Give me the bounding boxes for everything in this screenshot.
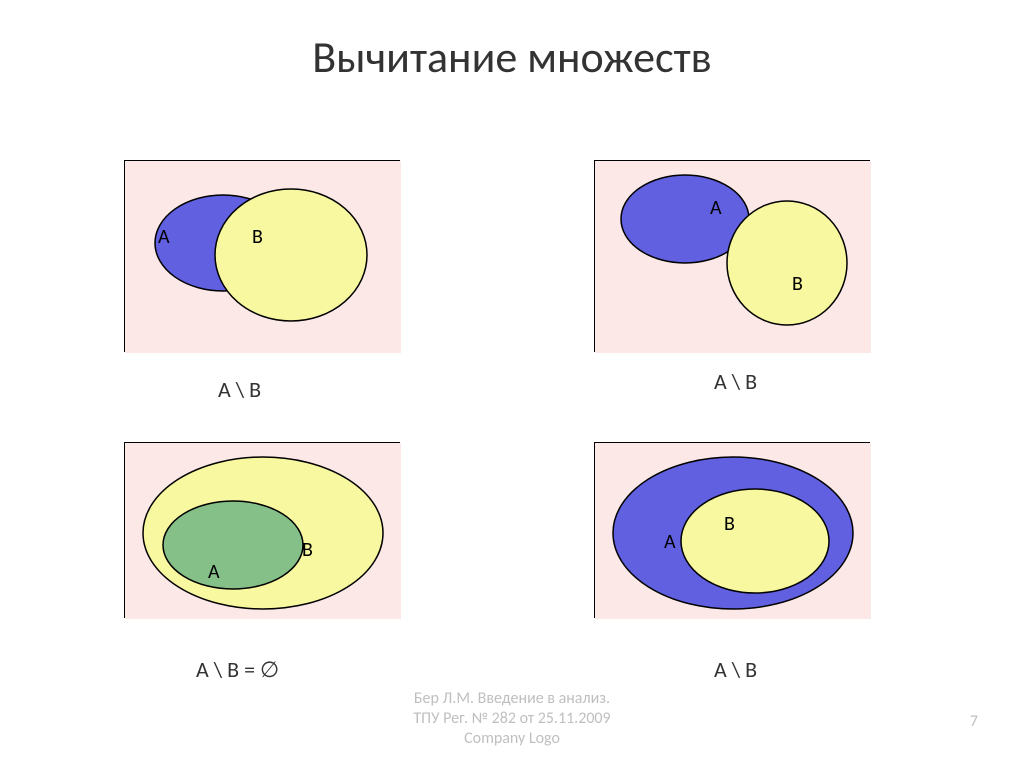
caption-top-right: A \ B (714, 368, 757, 395)
page-number: 7 (970, 712, 978, 731)
label-a: A (208, 560, 220, 584)
set-b-ellipse (215, 189, 367, 321)
label-b: B (302, 538, 313, 562)
set-b-ellipse (727, 201, 847, 325)
diagram-subset-a-in-b (124, 442, 400, 618)
caption-bottom-left: A \ B = ∅ (196, 656, 279, 683)
diagram-disjoint (594, 160, 870, 352)
label-b: B (792, 272, 803, 296)
label-b: B (252, 225, 263, 249)
slide-title: Вычитание множеств (0, 30, 1024, 84)
footer-line-3: Company Logo (0, 729, 1024, 749)
label-a: A (710, 196, 722, 220)
footer-line-2: ТПУ Рег. № 282 от 25.11.2009 (0, 709, 1024, 729)
slide: Вычитание множеств A B A \ B A B A \ B A… (0, 0, 1024, 767)
set-b-ellipse (681, 489, 829, 593)
diagram-overlap (124, 160, 400, 352)
set-a-ellipse (163, 501, 303, 589)
label-a: A (158, 225, 170, 249)
slide-footer: Бер Л.М. Введение в анализ. ТПУ Рег. № 2… (0, 689, 1024, 749)
label-b: B (724, 512, 735, 536)
label-a: A (664, 530, 676, 554)
caption-top-left: A \ B (218, 376, 261, 403)
footer-line-1: Бер Л.М. Введение в анализ. (0, 689, 1024, 709)
caption-bottom-right: A \ B (714, 656, 757, 683)
